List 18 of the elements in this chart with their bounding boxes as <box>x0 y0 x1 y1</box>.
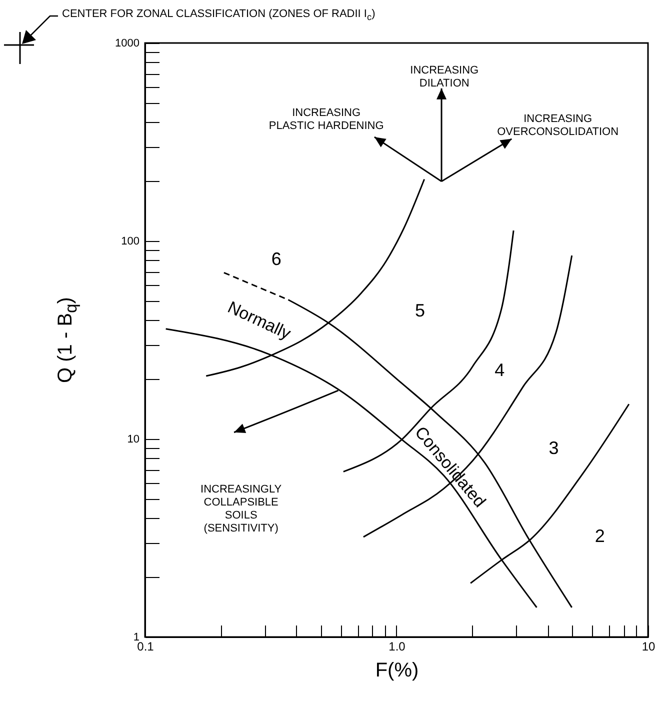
y-tick-label: 10 <box>127 434 140 446</box>
x-tick-label: 10 <box>642 640 656 654</box>
y-tick-label: 1000 <box>115 38 140 50</box>
text: CENTER FOR ZONAL CLASSIFICATION (ZONES OF RADII I$_{c}$) <box>62 8 376 22</box>
y-tick-label: 100 <box>121 236 140 248</box>
annotation: INCREASING OVERCONSOLIDATION <box>497 112 619 138</box>
annotation: INCREASING PLASTIC HARDENING <box>268 106 384 132</box>
annotation: 4 <box>494 360 505 380</box>
x-axis-title: F(%) <box>375 660 419 682</box>
y-tick-label: 1 <box>133 632 140 644</box>
annotation: 2 <box>594 526 605 546</box>
annotation: INCREASING DILATION <box>410 64 479 90</box>
annotation: INCREASINGLY COLLAPSIBLE SOILS (SENSITIVITY) <box>200 484 282 535</box>
annotation: 6 <box>271 249 282 270</box>
annotation: 5 <box>414 300 426 321</box>
annotation: 3 <box>548 438 559 458</box>
x-tick-label: 1.0 <box>388 640 406 654</box>
x-tick-label: 0.1 <box>137 640 154 654</box>
